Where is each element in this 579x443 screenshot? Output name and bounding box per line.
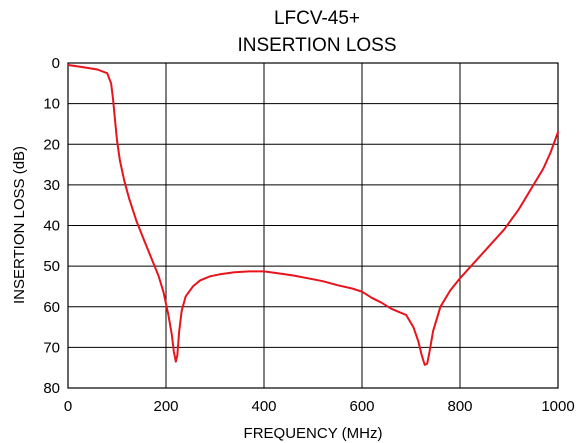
x-tick-label-200: 200 — [153, 398, 178, 415]
y-tick-label-20: 20 — [43, 136, 60, 153]
grid — [67, 62, 559, 389]
x-tick-label-1000: 1000 — [541, 398, 574, 415]
chart-title-line-2: INSERTION LOSS — [237, 35, 396, 56]
series-layer — [67, 64, 559, 366]
x-tick-label-400: 400 — [251, 398, 276, 415]
plot-frame — [67, 62, 559, 389]
x-axis-ticks: 0 200 400 600 800 1000 — [64, 398, 575, 415]
y-tick-label-30: 30 — [43, 177, 60, 194]
x-axis-label: FREQUENCY (MHz) — [244, 425, 383, 442]
y-axis-ticks: 0 10 20 30 40 50 60 70 80 — [43, 55, 60, 397]
y-tick-label-10: 10 — [43, 96, 60, 113]
x-tick-label-600: 600 — [349, 398, 374, 415]
series-line-0 — [67, 64, 559, 366]
y-tick-label-0: 0 — [52, 55, 60, 72]
x-tick-label-800: 800 — [447, 398, 472, 415]
x-tick-label-0: 0 — [64, 398, 72, 415]
y-tick-label-50: 50 — [43, 258, 60, 275]
y-tick-label-60: 60 — [43, 299, 60, 316]
y-tick-label-40: 40 — [43, 218, 60, 235]
y-axis-label: INSERTION LOSS (dB) — [11, 146, 28, 304]
y-tick-label-80: 80 — [43, 380, 60, 397]
chart-title-line-1: LFCV-45+ — [274, 8, 360, 29]
y-tick-label-70: 70 — [43, 339, 60, 356]
